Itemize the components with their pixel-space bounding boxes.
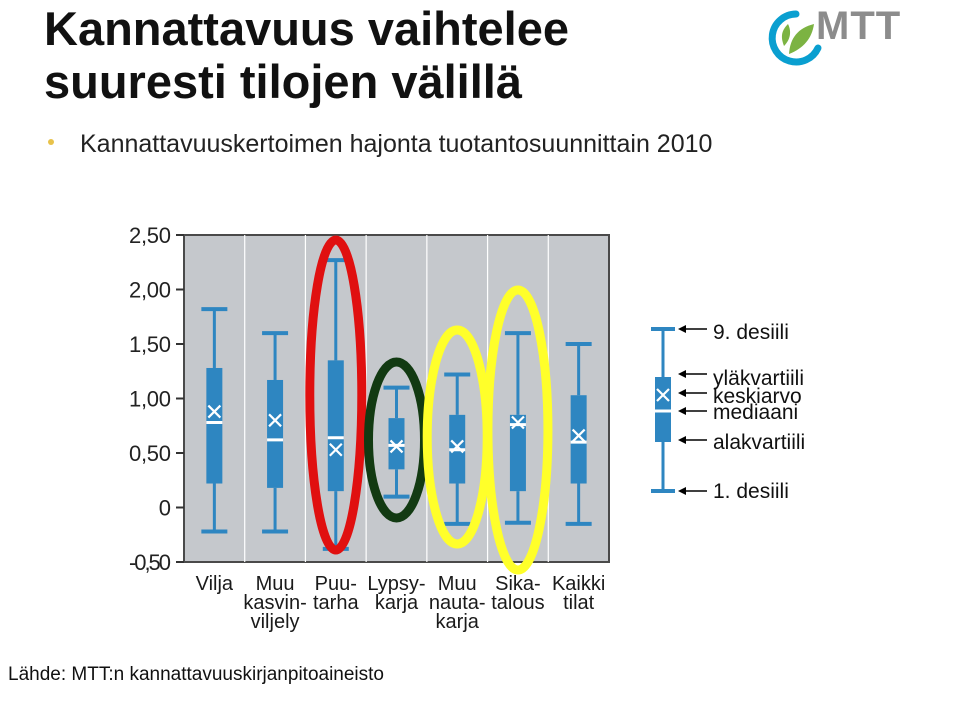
mean-marker bbox=[207, 404, 222, 419]
y-tick-label: -0,50 bbox=[129, 550, 171, 575]
category-label-line: Sika- bbox=[495, 573, 541, 595]
slide-title-line2: suuresti tilojen välillä bbox=[44, 55, 522, 108]
y-tick-label: 1,00 bbox=[129, 387, 171, 412]
y-tick-label: 0 bbox=[159, 496, 171, 521]
mean-marker bbox=[329, 442, 343, 457]
category-label-line: nauta- bbox=[429, 592, 486, 614]
y-tick-label: 0,50 bbox=[129, 441, 171, 466]
box-group bbox=[383, 385, 410, 499]
legend-arrowhead bbox=[678, 325, 686, 333]
legend-label-mean: keskiarvo bbox=[713, 385, 802, 408]
legend-arrowhead bbox=[678, 370, 686, 378]
box-group bbox=[565, 342, 592, 526]
highlight-ellipse-red bbox=[305, 235, 367, 555]
category-label: Vilja bbox=[196, 573, 234, 595]
category-label-line: Vilja bbox=[196, 573, 234, 595]
category-label-line: Muu bbox=[256, 573, 295, 595]
category-label-line: karja bbox=[436, 611, 480, 633]
subtitle-text: Kannattavuuskertoimen hajonta tuotantosu… bbox=[80, 130, 713, 158]
legend-label-d1: 1. desiili bbox=[713, 480, 789, 503]
mtt-logo-icon bbox=[768, 10, 822, 66]
box-iqr bbox=[509, 414, 526, 492]
legend-arrowhead bbox=[678, 389, 686, 397]
mean-marker bbox=[511, 415, 525, 430]
bullet-dot-icon bbox=[48, 139, 54, 146]
category-label: Muu nauta-karja bbox=[429, 573, 486, 633]
logo-text: MTT bbox=[816, 4, 902, 48]
legend-mean-marker bbox=[656, 388, 670, 402]
box-iqr bbox=[388, 418, 405, 470]
source-note: Lähde: MTT:n kannattavuuskirjanpitoainei… bbox=[8, 664, 385, 685]
y-tick-label: 2,50 bbox=[129, 223, 171, 248]
category-label-line: kasvin- bbox=[243, 592, 306, 614]
slide-title-line1: Kannattavuus vaihtelee bbox=[44, 2, 570, 55]
category-label-line: Puu- bbox=[315, 573, 357, 595]
category-label: Lypsy-karja bbox=[367, 573, 425, 614]
category-label: Muu kasvin-viljely bbox=[243, 573, 306, 633]
box-group bbox=[444, 372, 471, 526]
legend-label-d9: 9. desiili bbox=[713, 321, 789, 344]
box-iqr bbox=[206, 367, 223, 484]
highlight-ellipse-yellow bbox=[483, 285, 553, 575]
category-label-line: talous bbox=[491, 592, 544, 614]
mean-marker bbox=[389, 439, 404, 454]
legend-label-median: mediaani bbox=[713, 401, 798, 424]
category-label-line: tarha bbox=[313, 592, 359, 614]
subtitle-bullet: Kannattavuuskertoimen hajonta tuotantosu… bbox=[44, 128, 712, 160]
category-label: Sika-talous bbox=[491, 573, 544, 614]
legend-label-q1: alakvartiili bbox=[713, 431, 805, 454]
category-label-line: viljely bbox=[251, 611, 300, 633]
category-label-line: tilat bbox=[563, 592, 595, 614]
legend-arrowhead bbox=[678, 436, 686, 444]
box-iqr bbox=[570, 395, 587, 484]
box-group bbox=[504, 331, 531, 525]
category-label-line: Lypsy- bbox=[367, 573, 425, 595]
mean-marker bbox=[268, 413, 282, 428]
legend-label-q3: yläkvartiili bbox=[713, 367, 804, 390]
category-label-line: Kaikki bbox=[552, 573, 605, 595]
mean-marker bbox=[571, 428, 586, 443]
legend-arrowhead bbox=[678, 407, 686, 415]
box-group bbox=[262, 331, 289, 534]
box-iqr bbox=[267, 379, 284, 488]
slide-title: Kannattavuus vaihtelee suuresti tilojen … bbox=[44, 2, 569, 108]
box-group bbox=[201, 307, 228, 534]
category-label: Kaikki tilat bbox=[552, 573, 605, 614]
mean-marker bbox=[450, 439, 464, 454]
category-label-line: karja bbox=[375, 592, 419, 614]
category-label-line: Muu bbox=[438, 573, 477, 595]
box-iqr bbox=[327, 360, 344, 492]
legend-arrowhead bbox=[678, 487, 686, 495]
y-tick-label: 1,50 bbox=[129, 332, 171, 357]
y-tick-label: 2,00 bbox=[129, 278, 171, 303]
category-label: Puu-tarha bbox=[313, 573, 359, 614]
